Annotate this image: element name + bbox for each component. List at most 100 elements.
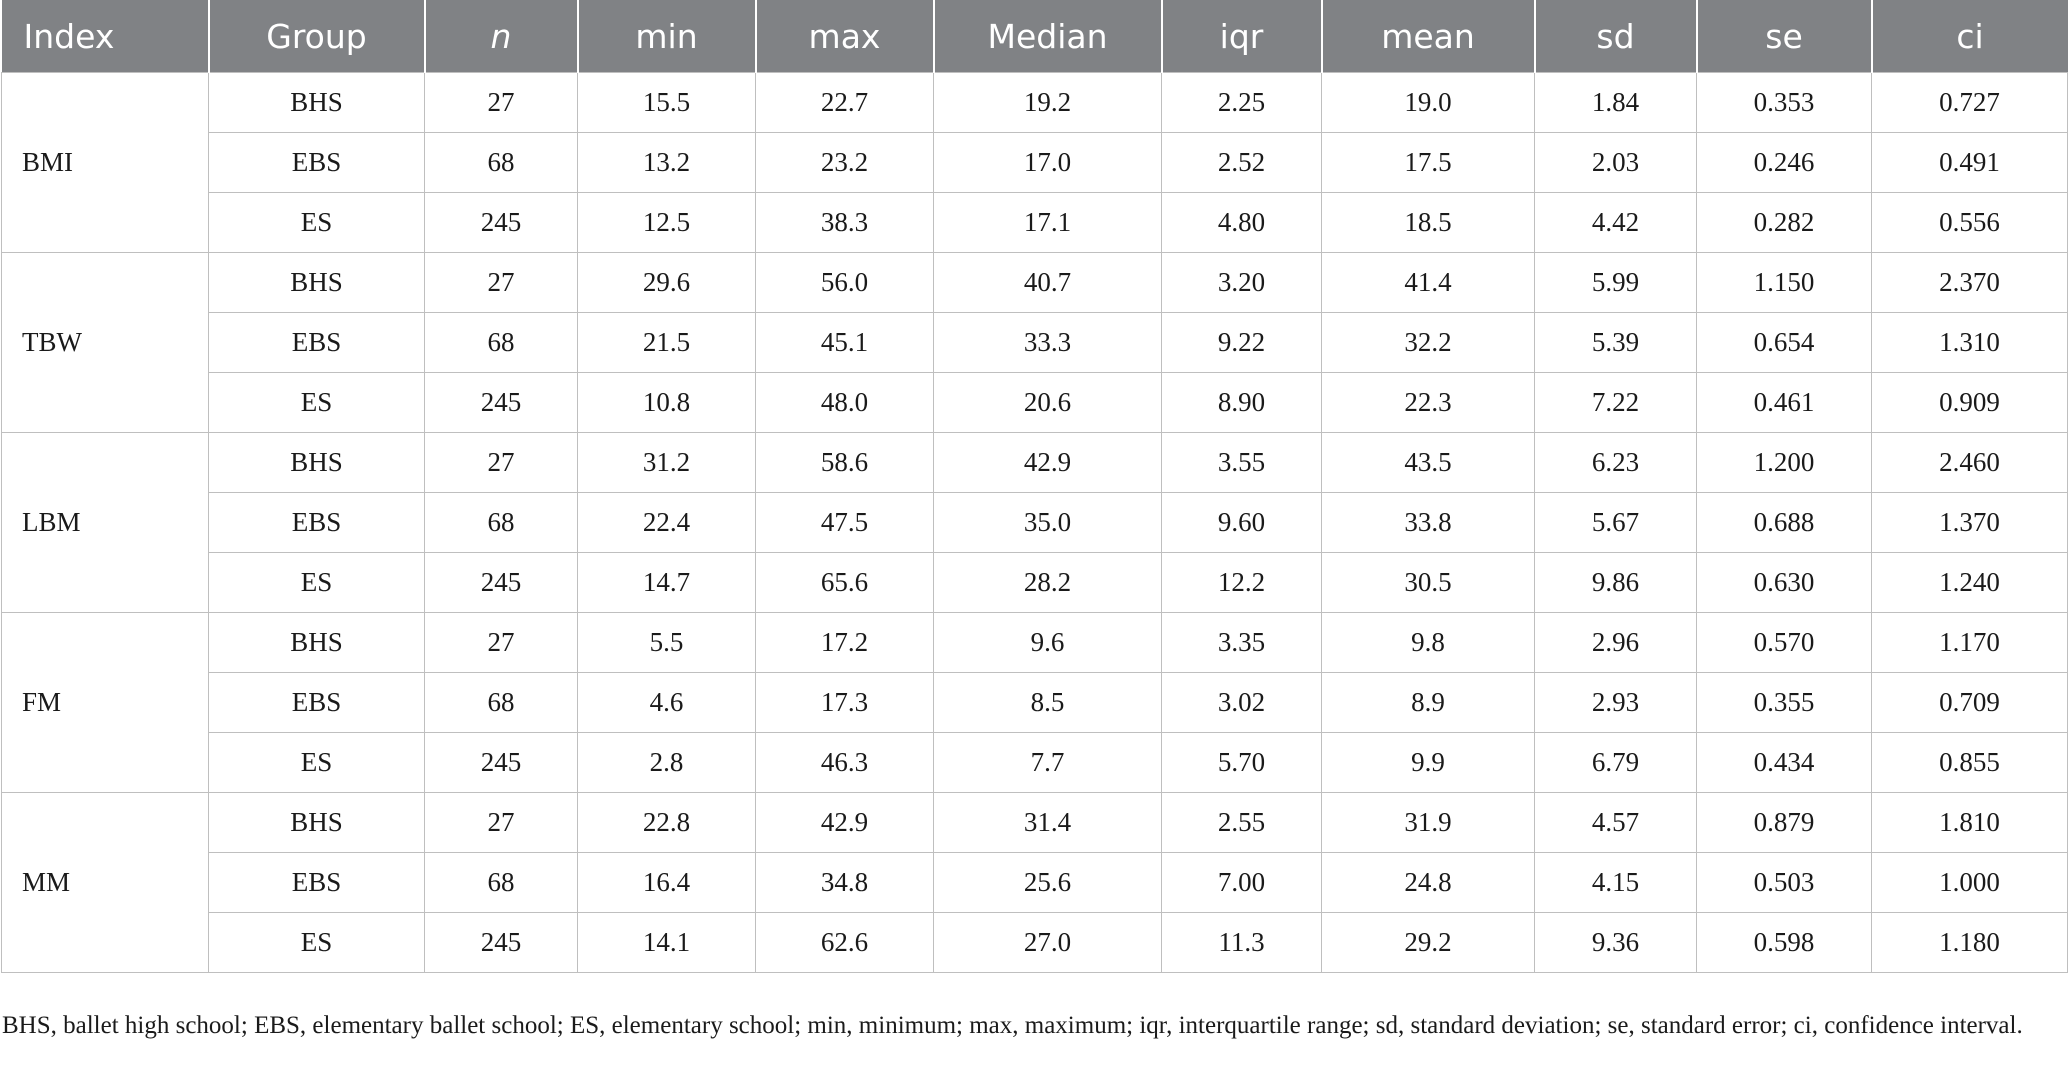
table-row: FM BHS 27 5.5 17.2 9.6 3.35 9.8 2.96 0.570 1.170 xyxy=(1,612,2068,793)
sd-cell: 6.23 xyxy=(1534,432,1697,493)
table-row: EBS 68 22.4 47.5 35.0 9.60 33.8 5.67 0.688 1.370 xyxy=(2,492,2068,553)
max-cell: 22.7 xyxy=(755,72,934,133)
group-cell: BHS xyxy=(208,612,425,673)
table-row: EBS 68 13.2 23.2 17.0 2.52 17.5 2.03 0.246 0.491 xyxy=(2,132,2068,193)
min-cell: 31.2 xyxy=(577,432,756,493)
table-row: EBS 68 4.6 17.3 8.5 3.02 8.9 2.93 0.355 0.709 xyxy=(2,672,2068,733)
group-cell: EBS xyxy=(208,492,425,553)
n-cell: 27 xyxy=(424,432,578,493)
index-cell: BMI xyxy=(1,72,209,253)
group-cell: EBS xyxy=(208,852,425,913)
max-cell: 62.6 xyxy=(755,912,934,973)
n-cell: 27 xyxy=(424,72,578,133)
n-cell: 245 xyxy=(424,732,578,793)
iqr-cell: 12.2 xyxy=(1161,552,1322,613)
group-cell: BHS xyxy=(208,72,425,133)
n-cell: 245 xyxy=(424,372,578,433)
mean-cell: 43.5 xyxy=(1321,432,1535,493)
se-cell: 0.282 xyxy=(1696,192,1872,253)
iqr-cell: 4.80 xyxy=(1161,192,1322,253)
ci-cell: 0.709 xyxy=(1871,672,2068,733)
n-cell: 68 xyxy=(424,672,578,733)
ci-cell: 0.855 xyxy=(1871,732,2068,793)
max-cell: 38.3 xyxy=(755,192,934,253)
table-row: EBS 68 16.4 34.8 25.6 7.00 24.8 4.15 0.503 1.000 xyxy=(2,852,2068,913)
group-cell: ES xyxy=(208,552,425,613)
max-cell: 46.3 xyxy=(755,732,934,793)
median-cell: 17.1 xyxy=(933,192,1162,253)
mean-cell: 9.9 xyxy=(1321,732,1535,793)
median-cell: 31.4 xyxy=(933,792,1162,853)
min-cell: 22.8 xyxy=(577,792,756,853)
max-cell: 48.0 xyxy=(755,372,934,433)
ci-cell: 0.556 xyxy=(1871,192,2068,253)
ci-cell: 0.909 xyxy=(1871,372,2068,433)
max-cell: 58.6 xyxy=(755,432,934,493)
se-cell: 0.570 xyxy=(1696,612,1872,673)
median-cell: 33.3 xyxy=(933,312,1162,373)
header-median: Median xyxy=(932,0,1162,73)
statistics-table: Index Group n min max Median iqr mean sd… xyxy=(1,0,2068,973)
header-group: Group xyxy=(207,0,425,73)
table-footnote: BHS, ballet high school; EBS, elementary… xyxy=(2,1012,2023,1039)
max-cell: 42.9 xyxy=(755,792,934,853)
group-cell: ES xyxy=(208,912,425,973)
mean-cell: 41.4 xyxy=(1321,252,1535,313)
n-cell: 245 xyxy=(424,192,578,253)
max-cell: 65.6 xyxy=(755,552,934,613)
mean-cell: 9.8 xyxy=(1321,612,1535,673)
group-cell: ES xyxy=(208,192,425,253)
n-cell: 27 xyxy=(424,792,578,853)
ci-cell: 1.370 xyxy=(1871,492,2068,553)
table-row: ES 245 12.5 38.3 17.1 4.80 18.5 4.42 0.282 0.556 xyxy=(2,192,2068,253)
iqr-cell: 11.3 xyxy=(1161,912,1322,973)
iqr-cell: 9.60 xyxy=(1161,492,1322,553)
se-cell: 0.598 xyxy=(1696,912,1872,973)
se-cell: 0.434 xyxy=(1696,732,1872,793)
se-cell: 0.355 xyxy=(1696,672,1872,733)
group-cell: ES xyxy=(208,732,425,793)
group-cell: EBS xyxy=(208,312,425,373)
se-cell: 0.879 xyxy=(1696,792,1872,853)
header-ci: ci xyxy=(1870,0,2068,73)
header-mean: mean xyxy=(1320,0,1535,73)
se-cell: 0.503 xyxy=(1696,852,1872,913)
se-cell: 0.246 xyxy=(1696,132,1872,193)
iqr-cell: 3.02 xyxy=(1161,672,1322,733)
ci-cell: 2.460 xyxy=(1871,432,2068,493)
mean-cell: 29.2 xyxy=(1321,912,1535,973)
group-cell: BHS xyxy=(208,252,425,313)
min-cell: 14.7 xyxy=(577,552,756,613)
min-cell: 21.5 xyxy=(577,312,756,373)
group-cell: ES xyxy=(208,372,425,433)
median-cell: 42.9 xyxy=(933,432,1162,493)
index-cell: LBM xyxy=(1,432,209,613)
table-row: ES 245 14.1 62.6 27.0 11.3 29.2 9.36 0.598 1.180 xyxy=(2,912,2068,973)
n-cell: 68 xyxy=(424,132,578,193)
header-n: n xyxy=(423,0,578,73)
ci-cell: 2.370 xyxy=(1871,252,2068,313)
min-cell: 29.6 xyxy=(577,252,756,313)
table-row: EBS 68 21.5 45.1 33.3 9.22 32.2 5.39 0.654 1.310 xyxy=(2,312,2068,373)
min-cell: 4.6 xyxy=(577,672,756,733)
header-iqr: iqr xyxy=(1160,0,1322,73)
n-cell: 68 xyxy=(424,852,578,913)
median-cell: 20.6 xyxy=(933,372,1162,433)
sd-cell: 7.22 xyxy=(1534,372,1697,433)
iqr-cell: 2.25 xyxy=(1161,72,1322,133)
sd-cell: 4.15 xyxy=(1534,852,1697,913)
iqr-cell: 2.52 xyxy=(1161,132,1322,193)
index-cell: FM xyxy=(1,612,209,793)
mean-cell: 30.5 xyxy=(1321,552,1535,613)
min-cell: 16.4 xyxy=(577,852,756,913)
mean-cell: 18.5 xyxy=(1321,192,1535,253)
median-cell: 8.5 xyxy=(933,672,1162,733)
sd-cell: 2.93 xyxy=(1534,672,1697,733)
iqr-cell: 7.00 xyxy=(1161,852,1322,913)
index-cell: TBW xyxy=(1,252,209,433)
max-cell: 17.3 xyxy=(755,672,934,733)
sd-cell: 5.39 xyxy=(1534,312,1697,373)
sd-cell: 4.42 xyxy=(1534,192,1697,253)
sd-cell: 6.79 xyxy=(1534,732,1697,793)
median-cell: 7.7 xyxy=(933,732,1162,793)
